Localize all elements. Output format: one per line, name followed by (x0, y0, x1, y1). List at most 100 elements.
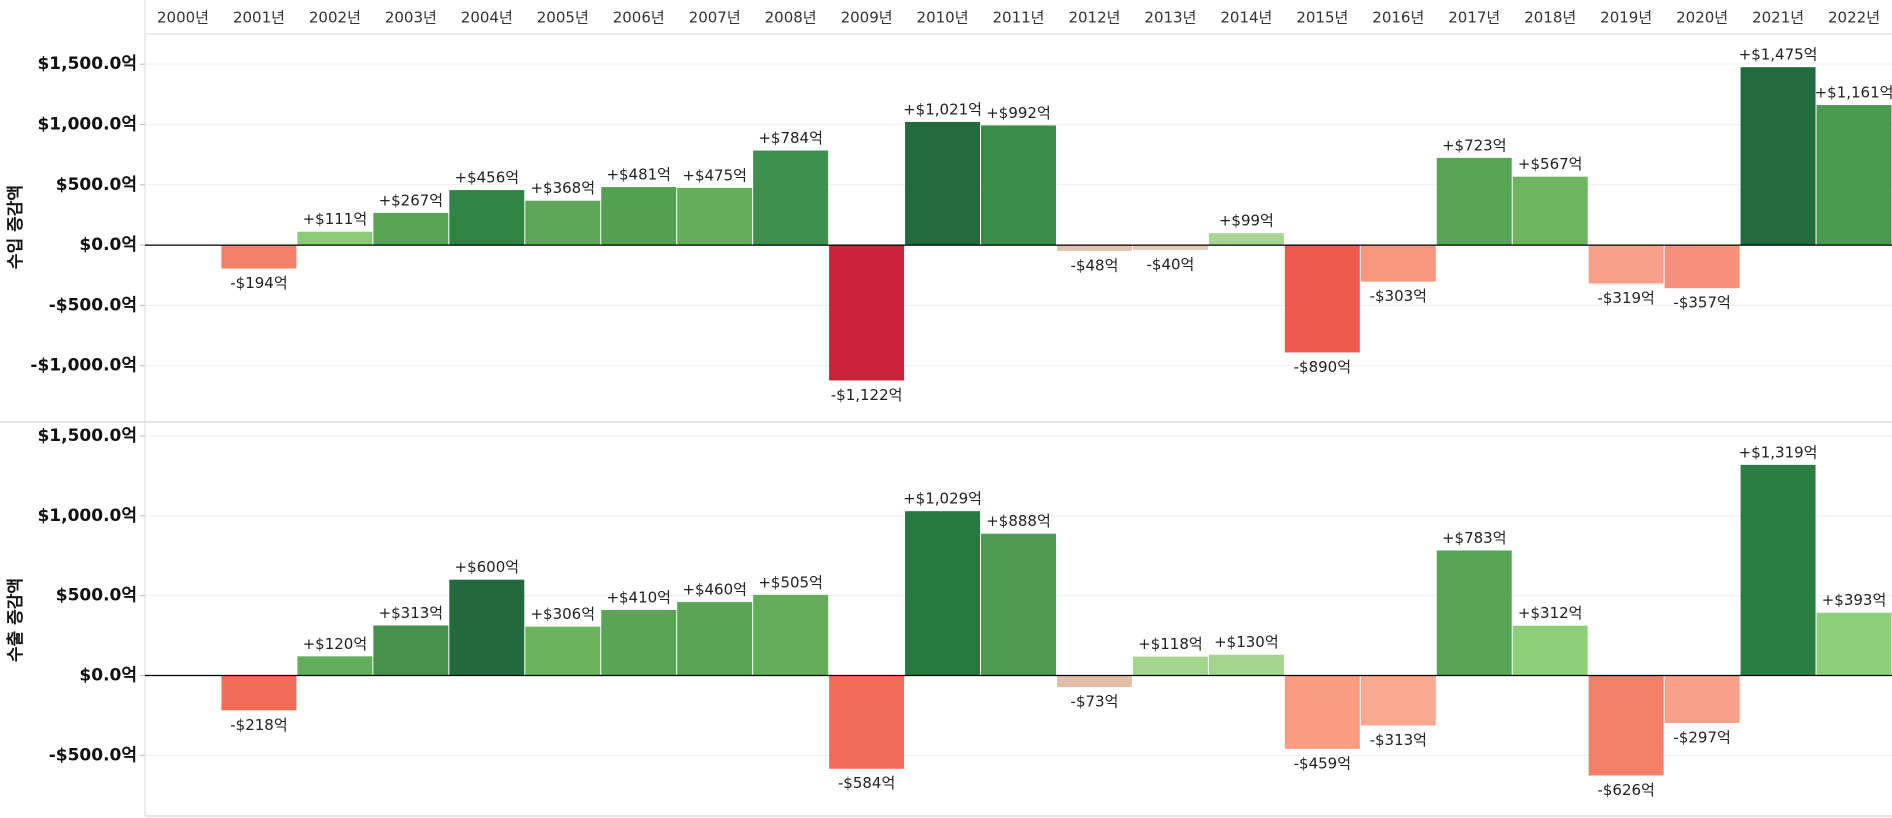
x-tick-label: 2021년 (1752, 9, 1804, 27)
value-label: +$475억 (682, 166, 747, 184)
value-label: -$357억 (1673, 294, 1730, 312)
value-label: -$297억 (1673, 728, 1730, 746)
bar (525, 200, 601, 246)
value-label: +$1,021억 (903, 100, 982, 118)
y-axis-title: 수출 증감액 (6, 578, 26, 662)
bar (677, 187, 753, 246)
y-tick-label: $1,500.0억 (37, 426, 137, 446)
bar (1816, 105, 1892, 246)
bar (373, 625, 449, 676)
value-label: +$505억 (758, 573, 823, 591)
bar (1360, 245, 1436, 282)
bar (373, 212, 449, 246)
bar (1132, 656, 1208, 676)
value-label: +$120억 (303, 635, 368, 653)
x-tick-label: 2003년 (385, 9, 437, 27)
value-label: -$40억 (1146, 255, 1194, 273)
x-tick-label: 2016년 (1372, 9, 1424, 27)
x-tick-label: 2014년 (1220, 9, 1272, 27)
bar (1284, 245, 1360, 353)
bar (449, 579, 525, 676)
x-tick-label: 2019년 (1600, 9, 1652, 27)
x-tick-label: 2007년 (689, 9, 741, 27)
x-tick-label: 2006년 (613, 9, 665, 27)
value-label: -$48억 (1071, 256, 1119, 274)
bar (1588, 245, 1664, 284)
value-label: +$312억 (1518, 604, 1583, 622)
bar (1284, 675, 1360, 749)
y-tick-label: -$1,000.0억 (30, 356, 137, 376)
x-tick-label: 2022년 (1828, 9, 1880, 27)
value-label: -$890억 (1294, 358, 1351, 376)
value-label: +$313억 (379, 604, 444, 622)
value-label: -$218억 (230, 716, 287, 734)
bar (677, 602, 753, 676)
y-tick-label: $0.0억 (79, 235, 137, 255)
bar (829, 245, 905, 381)
value-label: +$1,319억 (1739, 443, 1818, 461)
bar (1360, 675, 1436, 726)
value-label: -$319억 (1597, 289, 1654, 307)
bar (297, 656, 373, 676)
value-label: +$393억 (1822, 591, 1887, 609)
value-label: +$992억 (986, 104, 1051, 122)
value-label: +$456억 (455, 169, 520, 187)
bar (1512, 176, 1588, 246)
value-label: +$306억 (530, 605, 595, 623)
value-label: +$723억 (1442, 136, 1507, 154)
bar (1132, 245, 1208, 250)
y-axis-title: 수입 증감액 (6, 185, 26, 269)
y-tick-label: $1,500.0억 (37, 54, 137, 74)
bar (1208, 233, 1284, 246)
y-tick-label: -$500.0억 (49, 295, 137, 315)
bar (1740, 464, 1816, 676)
x-tick-label: 2000년 (157, 9, 209, 27)
value-label: +$1,475억 (1739, 46, 1818, 64)
bar (1512, 625, 1588, 676)
y-tick-label: $0.0억 (79, 665, 137, 685)
x-tick-label: 2012년 (1068, 9, 1120, 27)
x-tick-label: 2018년 (1524, 9, 1576, 27)
bar (1816, 612, 1892, 676)
value-label: -$194억 (230, 274, 287, 292)
value-label: -$313억 (1370, 731, 1427, 749)
x-tick-label: 2015년 (1296, 9, 1348, 27)
value-label: -$626억 (1597, 781, 1654, 799)
x-tick-label: 2008년 (765, 9, 817, 27)
bar (753, 150, 829, 246)
value-label: +$368억 (530, 179, 595, 197)
bar (981, 125, 1056, 246)
bar (601, 187, 677, 246)
value-label: -$584억 (838, 774, 895, 792)
y-tick-label: -$500.0억 (49, 745, 137, 765)
y-tick-label: $1,000.0억 (37, 506, 137, 526)
bar (221, 675, 297, 711)
x-tick-label: 2013년 (1144, 9, 1196, 27)
x-tick-label: 2010년 (917, 9, 969, 27)
value-label: -$73억 (1071, 693, 1119, 711)
bar (1436, 157, 1512, 246)
value-label: +$600억 (455, 558, 520, 576)
bar (1056, 245, 1132, 251)
x-tick-label: 2005년 (537, 9, 589, 27)
bar (1664, 675, 1740, 723)
x-tick-label: 2001년 (233, 9, 285, 27)
value-label: +$111억 (303, 210, 368, 228)
value-label: +$783억 (1442, 529, 1507, 547)
bar (525, 626, 601, 676)
bar (829, 675, 905, 769)
bar (1436, 550, 1512, 676)
bar (753, 594, 829, 676)
bar (905, 511, 981, 676)
value-label: -$303억 (1370, 287, 1427, 305)
value-label: +$1,161억 (1815, 84, 1892, 102)
bar (1056, 675, 1132, 688)
bar (1740, 67, 1816, 246)
value-label: +$267억 (379, 191, 444, 209)
value-label: +$567억 (1518, 155, 1583, 173)
bar (601, 610, 677, 676)
bar (981, 533, 1056, 676)
y-tick-label: $1,000.0억 (37, 114, 137, 134)
value-label: +$130억 (1214, 633, 1279, 651)
